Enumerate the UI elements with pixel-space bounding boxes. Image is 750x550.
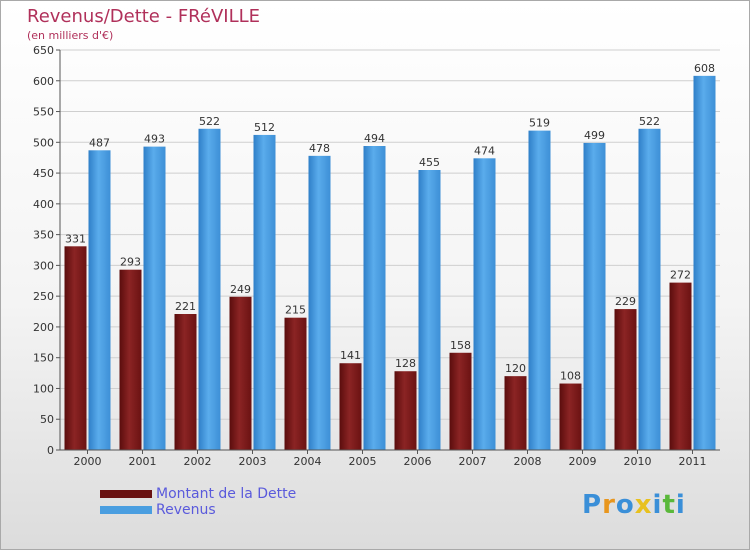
x-tick-label: 2008 — [514, 455, 542, 468]
y-tick-label: 400 — [33, 198, 54, 211]
x-tick-label: 2001 — [129, 455, 157, 468]
legend-item-dette: Montant de la Dette — [100, 486, 296, 502]
bar-revenus — [363, 146, 386, 450]
y-tick-label: 450 — [33, 167, 54, 180]
y-tick-label: 100 — [33, 382, 54, 395]
logo-letter: i — [675, 490, 686, 520]
bar-revenus — [583, 142, 606, 450]
logo-letter: i — [652, 490, 663, 520]
y-tick-label: 600 — [33, 75, 54, 88]
data-label-dette: 120 — [505, 362, 526, 375]
x-tick-label: 2006 — [404, 455, 432, 468]
x-tick-label: 2000 — [74, 455, 102, 468]
logo-letter: x — [634, 490, 653, 520]
x-tick-label: 2007 — [459, 455, 487, 468]
bar-dette — [339, 363, 362, 450]
bar-dette — [229, 296, 252, 450]
data-label-dette: 293 — [120, 256, 141, 269]
legend-swatch-dette — [100, 490, 152, 498]
bar-dette — [614, 309, 637, 450]
chart-subtitle: (en milliers d'€) — [27, 29, 114, 42]
y-tick-label: 0 — [47, 444, 54, 457]
data-label-revenus: 512 — [254, 121, 275, 134]
bar-revenus — [308, 155, 331, 450]
data-label-revenus: 455 — [419, 156, 440, 169]
proxiti-logo: Proxiti — [582, 490, 686, 520]
legend: Montant de la Dette Revenus — [100, 486, 296, 518]
y-tick-label: 650 — [33, 44, 54, 57]
bar-revenus — [143, 146, 166, 450]
data-label-dette: 221 — [175, 300, 196, 313]
x-tick-label: 2003 — [239, 455, 267, 468]
bar-dette — [669, 282, 692, 450]
data-label-revenus: 499 — [584, 129, 605, 142]
y-tick-label: 250 — [33, 290, 54, 303]
bar-revenus — [88, 150, 111, 451]
data-label-dette: 249 — [230, 283, 251, 296]
data-label-revenus: 494 — [364, 132, 385, 145]
legend-swatch-revenus — [100, 506, 152, 514]
data-label-dette: 272 — [670, 269, 691, 282]
x-tick-label: 2011 — [679, 455, 707, 468]
bar-revenus — [638, 128, 661, 450]
bar-dette — [64, 246, 87, 450]
logo-letter: P — [582, 490, 603, 520]
legend-item-revenus: Revenus — [100, 502, 296, 518]
bar-revenus — [198, 128, 221, 450]
logo-letter: r — [602, 490, 616, 520]
x-tick-label: 2004 — [294, 455, 322, 468]
bar-dette — [284, 317, 307, 450]
data-label-dette: 215 — [285, 304, 306, 317]
y-tick-label: 550 — [33, 106, 54, 119]
data-label-dette: 158 — [450, 339, 471, 352]
data-label-dette: 128 — [395, 357, 416, 370]
y-tick-label: 50 — [40, 413, 54, 426]
logo-letter: t — [662, 490, 676, 520]
bar-revenus — [473, 158, 496, 451]
bar-dette — [174, 314, 197, 450]
data-label-dette: 141 — [340, 349, 361, 362]
bar-revenus — [418, 170, 441, 450]
y-tick-label: 500 — [33, 136, 54, 149]
data-label-revenus: 608 — [694, 62, 715, 75]
x-tick-label: 2010 — [624, 455, 652, 468]
bar-dette — [119, 269, 142, 450]
bar-revenus — [253, 134, 276, 450]
bar-dette — [559, 383, 582, 450]
bar-revenus — [528, 130, 551, 450]
y-tick-label: 350 — [33, 229, 54, 242]
y-tick-label: 200 — [33, 321, 54, 334]
data-label-revenus: 493 — [144, 133, 165, 146]
data-label-dette: 331 — [65, 232, 86, 245]
bar-dette — [394, 371, 417, 450]
x-tick-label: 2005 — [349, 455, 377, 468]
bar-revenus — [693, 75, 716, 450]
data-label-revenus: 487 — [89, 136, 110, 149]
data-label-revenus: 478 — [309, 142, 330, 155]
x-tick-label: 2002 — [184, 455, 212, 468]
y-tick-label: 150 — [33, 352, 54, 365]
bar-dette — [449, 352, 472, 450]
data-label-dette: 229 — [615, 295, 636, 308]
data-label-revenus: 522 — [639, 115, 660, 128]
logo-letter: o — [615, 490, 635, 520]
y-tick-label: 300 — [33, 259, 54, 272]
data-label-dette: 108 — [560, 370, 581, 383]
legend-label-dette: Montant de la Dette — [156, 486, 297, 502]
chart-title: Revenus/Dette - FRéVILLE — [27, 6, 260, 27]
legend-label-revenus: Revenus — [156, 502, 216, 518]
x-tick-label: 2009 — [569, 455, 597, 468]
data-label-revenus: 474 — [474, 144, 495, 157]
data-label-revenus: 522 — [199, 115, 220, 128]
bar-dette — [504, 376, 527, 450]
data-label-revenus: 519 — [529, 117, 550, 130]
